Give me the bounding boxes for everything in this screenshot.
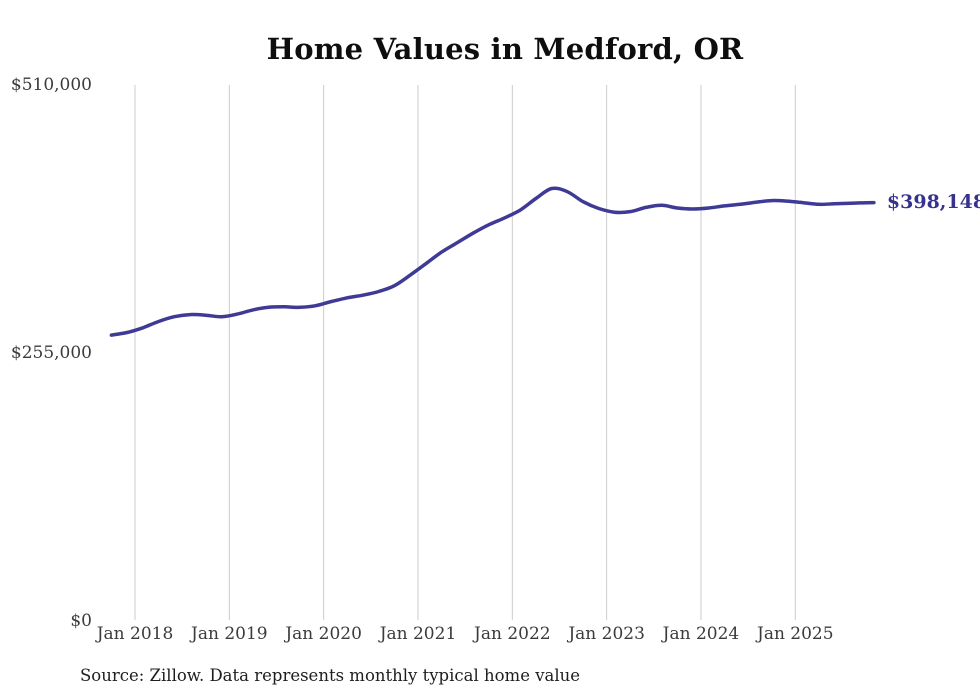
chart-title: Home Values in Medford, OR xyxy=(266,32,744,66)
x-tick-label: Jan 2025 xyxy=(757,624,834,644)
y-tick-label: $0 xyxy=(70,611,92,631)
home-value-line xyxy=(109,186,876,337)
x-tick-label: Jan 2020 xyxy=(285,624,362,644)
y-tick-label: $255,000 xyxy=(10,343,92,363)
y-tick-label: $510,000 xyxy=(10,75,92,95)
x-tick-label: Jan 2022 xyxy=(474,624,551,644)
x-tick-label: Jan 2024 xyxy=(662,624,740,644)
x-tick-label: Jan 2021 xyxy=(379,624,457,644)
x-tick-label: Jan 2018 xyxy=(96,624,174,644)
latest-value-label: $398,148 xyxy=(886,190,980,213)
source-note: Source: Zillow. Data represents monthly … xyxy=(80,666,581,685)
x-tick-label: Jan 2019 xyxy=(191,624,268,644)
gridline-group xyxy=(134,85,796,620)
x-tick-label: Jan 2023 xyxy=(568,624,645,644)
